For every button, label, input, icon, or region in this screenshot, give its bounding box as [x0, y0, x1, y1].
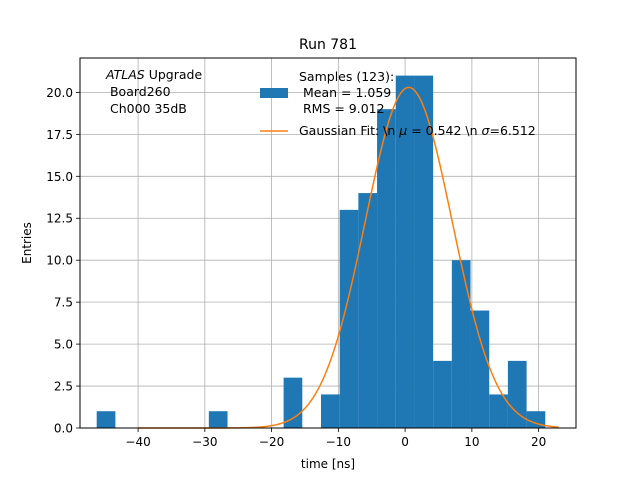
y-tick-label: 10.0 — [46, 254, 73, 268]
histogram-bar — [526, 411, 546, 428]
y-tick-label: 7.5 — [54, 296, 73, 310]
x-axis-label: time [ns] — [301, 457, 355, 471]
histogram-bar — [320, 394, 340, 428]
x-axis-ticks: −40 −30 −20 −10 0 10 20 — [125, 428, 546, 449]
histogram-bar — [96, 411, 116, 428]
annotation-channel: Ch000 35dB — [106, 101, 187, 116]
histogram-bar — [507, 360, 527, 428]
legend-fit-mu: μ — [398, 123, 407, 138]
y-axis-label: Entries — [20, 222, 34, 264]
chart-title: Run 781 — [299, 37, 357, 53]
histogram-bar — [414, 75, 434, 428]
y-tick-label: 12.5 — [46, 212, 73, 226]
y-tick-label: 5.0 — [54, 338, 73, 352]
legend-fit-prefix: Gaussian Fit: \n — [299, 123, 399, 138]
x-tick-label: −30 — [192, 435, 217, 449]
histogram-bar — [339, 209, 359, 428]
legend: Samples (123): Mean = 1.059 RMS = 9.012 … — [260, 69, 536, 138]
histogram-bar — [377, 109, 396, 428]
legend-fit-sigma: σ — [482, 123, 491, 138]
histogram-bar — [470, 310, 490, 428]
y-tick-label: 2.5 — [54, 380, 73, 394]
legend-hist-swatch — [260, 88, 288, 98]
y-tick-label: 15.0 — [46, 170, 73, 184]
histogram-bar — [395, 75, 415, 428]
legend-hist-line-3: RMS = 9.012 — [299, 101, 385, 116]
y-tick-label: 0.0 — [54, 422, 73, 436]
y-tick-label: 17.5 — [46, 128, 73, 142]
annotation-board: Board260 — [106, 84, 171, 99]
histogram-bar — [489, 394, 508, 428]
histogram-bar — [358, 193, 378, 428]
y-axis-ticks: 0.0 2.5 5.0 7.5 10.0 12.5 15.0 17.5 20.0 — [46, 86, 80, 436]
legend-fit-mid: = 0.542 \n — [407, 123, 481, 138]
y-tick-label: 20.0 — [46, 86, 73, 100]
plot-frame — [79, 57, 577, 429]
atlas-annotation: ATLAS Upgrade Board260 Ch000 35dB — [105, 67, 202, 116]
histogram-bar — [451, 260, 471, 428]
annotation-atlas: ATLAS — [105, 67, 145, 82]
histogram-bars — [96, 75, 546, 428]
annotation-upgrade: Upgrade — [145, 67, 203, 82]
legend-hist-line-2: Mean = 1.059 — [299, 85, 391, 100]
annotation-line-1: ATLAS Upgrade — [105, 67, 202, 82]
x-tick-label: 10 — [464, 435, 479, 449]
legend-fit-label: Gaussian Fit: \n μ = 0.542 \n σ=6.512 — [299, 123, 536, 138]
x-tick-label: −10 — [326, 435, 351, 449]
x-tick-label: 0 — [401, 435, 409, 449]
histogram-bar — [208, 411, 228, 428]
histogram-bar — [283, 377, 303, 428]
legend-hist-line-1: Samples (123): — [299, 69, 394, 84]
x-tick-label: 20 — [531, 435, 546, 449]
legend-fit-suffix: =6.512 — [489, 123, 535, 138]
histogram-bar — [433, 360, 452, 428]
x-tick-label: −40 — [125, 435, 150, 449]
x-tick-label: −20 — [259, 435, 284, 449]
